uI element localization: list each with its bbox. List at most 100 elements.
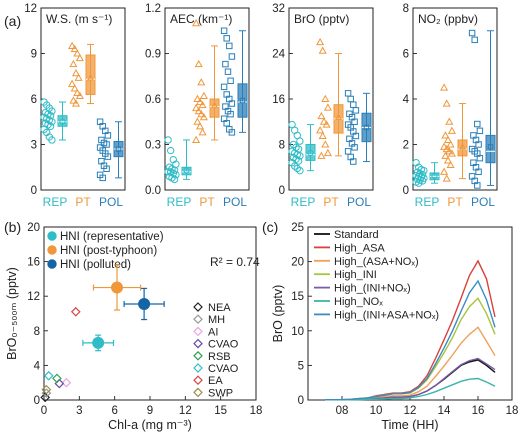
- data-point: [323, 103, 332, 111]
- y-tick-label: 8: [403, 3, 409, 15]
- y-tick-label: 9: [31, 49, 37, 61]
- data-point: [296, 137, 304, 145]
- plot-frame: [412, 7, 498, 191]
- data-point: [344, 148, 352, 155]
- series-line-6: [325, 279, 496, 401]
- data-point: [75, 91, 84, 100]
- y-tick-label: 0.6: [145, 94, 161, 106]
- y-axis-label: BrO (pptv): [271, 285, 285, 343]
- data-point: [321, 94, 330, 103]
- y-tick-label: 1.2: [145, 3, 161, 15]
- site-legend-label: RSB: [208, 351, 231, 363]
- site-marker-ai: [61, 377, 72, 388]
- x-tick-label: 12: [179, 405, 192, 417]
- data-point: [445, 117, 454, 125]
- site-marker-ea: [70, 306, 81, 317]
- site-marker-swp: [41, 384, 52, 395]
- data-point: [73, 49, 82, 57]
- series-line-2: [325, 326, 496, 401]
- data-point: [350, 158, 357, 165]
- box-group-pol: [220, 27, 248, 136]
- box-group-rep: [164, 136, 192, 184]
- legend-label: High_NOₓ: [334, 296, 383, 308]
- data-point: [193, 117, 202, 125]
- data-point: [351, 118, 358, 125]
- data-point: [199, 91, 208, 100]
- data-point: [415, 179, 423, 187]
- mean-marker: [115, 146, 122, 152]
- hni-marker: [138, 297, 151, 310]
- y-tick-label: 6: [403, 49, 409, 61]
- data-point: [103, 141, 110, 148]
- site-legend-label: NEA: [208, 302, 231, 314]
- data-point: [223, 120, 230, 127]
- data-point: [170, 175, 179, 184]
- y-tick-label: 0: [31, 185, 37, 197]
- x-tick-label: 6: [111, 405, 117, 417]
- y-tick-label: 20: [27, 222, 40, 234]
- x-tick-label: 9: [147, 405, 153, 417]
- x-tick-label: 18: [506, 405, 519, 417]
- category-label: POL: [99, 195, 123, 209]
- data-point: [347, 95, 354, 103]
- data-point: [475, 168, 482, 176]
- panels-group: 0 3 6 9 12 W.S. (m s⁻¹) REP PT POL 0.0 0.3 0.6 0.9 1.…: [5, 3, 518, 432]
- y-tick-label: 15: [291, 291, 304, 303]
- legend-label: HNI (representative): [60, 231, 164, 243]
- box-panel-2: 0.0 0.3 0.6 0.9 1.2 AEC (km⁻¹) REP PT POL: [145, 3, 250, 209]
- data-point: [68, 79, 77, 87]
- data-point: [99, 174, 106, 182]
- data-point: [164, 136, 172, 144]
- box-panel-1: 0 3 6 9 12 W.S. (m s⁻¹) REP PT POL: [24, 3, 126, 209]
- legend-marker: [47, 231, 57, 241]
- category-label: POL: [471, 195, 495, 209]
- y-tick-label: 4: [403, 94, 410, 106]
- data-point: [69, 59, 78, 68]
- data-point: [318, 131, 327, 140]
- data-point: [318, 46, 327, 54]
- data-point: [71, 99, 81, 107]
- data-point: [446, 160, 455, 169]
- site-marker-cvao: [43, 370, 54, 381]
- y-tick-label: 12: [27, 291, 40, 303]
- data-point: [316, 126, 325, 134]
- box: [209, 98, 220, 118]
- data-point: [222, 60, 229, 68]
- y-tick-label: 0: [279, 185, 285, 197]
- box-group-rep: [412, 159, 440, 187]
- data-point: [440, 83, 449, 91]
- data-point: [70, 84, 79, 92]
- line-panel: 08 10 12 14 16 18 0 5 10 15 20 25 Time (HH) BrO (pptv…: [271, 222, 518, 432]
- data-point: [167, 146, 175, 155]
- data-point: [440, 167, 449, 175]
- y-tick-label: 0.9: [145, 49, 161, 61]
- box-group-pt: [316, 37, 344, 159]
- category-label: POL: [223, 195, 247, 209]
- category-label: REP: [167, 195, 192, 209]
- box: [305, 144, 316, 161]
- data-point: [351, 144, 358, 151]
- y-tick-label: 3: [31, 140, 37, 152]
- data-point: [317, 111, 326, 120]
- data-point: [293, 164, 301, 173]
- y-tick-label: 0: [298, 395, 304, 407]
- legend-label: High_INI: [334, 269, 377, 281]
- mean-marker: [335, 113, 342, 120]
- site-legend-label: SWP: [208, 387, 233, 399]
- panel-title: W.S. (m s⁻¹): [46, 12, 112, 26]
- data-point: [350, 101, 357, 108]
- data-point: [442, 99, 451, 107]
- panel-label-c: (c): [262, 219, 278, 235]
- data-point: [476, 127, 484, 135]
- site-legend-label: CVAO: [208, 363, 239, 375]
- data-point: [197, 109, 206, 118]
- data-point: [319, 117, 329, 125]
- box-panel-3: 0 8 16 24 32 BrO (pptv) REP PT POL: [272, 3, 374, 209]
- data-point: [476, 154, 484, 162]
- data-point: [223, 35, 230, 42]
- y-tick-label: 20: [291, 257, 304, 269]
- y-tick-label: 16: [27, 257, 40, 269]
- data-point: [352, 107, 360, 114]
- legend-label: High_(INI+ASA+NOₓ): [334, 309, 439, 321]
